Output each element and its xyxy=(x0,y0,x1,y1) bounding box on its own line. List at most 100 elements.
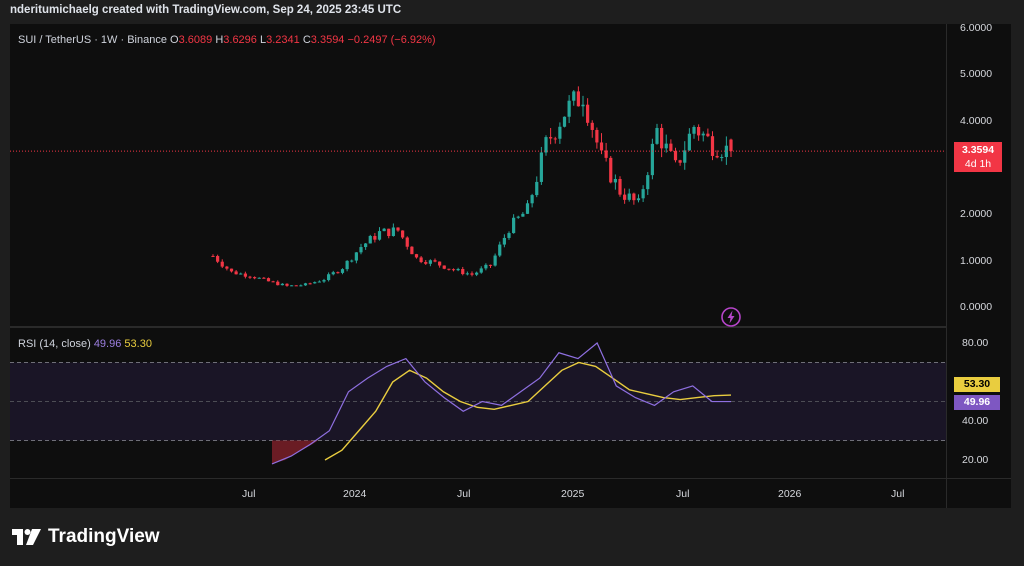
candle-body xyxy=(211,255,215,257)
candle-body xyxy=(604,150,608,158)
pane-separator[interactable] xyxy=(10,326,947,328)
candle-body xyxy=(581,104,585,107)
chart-caption: nderitumichaelg created with TradingView… xyxy=(10,4,402,16)
candle-body xyxy=(220,261,224,267)
candle-body xyxy=(331,272,335,275)
lightning-icon[interactable] xyxy=(720,306,742,328)
candle-body xyxy=(266,278,271,282)
candle-body xyxy=(354,252,358,261)
candle-body xyxy=(655,127,659,144)
last-price-tag[interactable]: 3.3594 4d 1h xyxy=(954,142,1002,172)
candle-body xyxy=(567,100,571,117)
candle-body xyxy=(692,126,696,134)
candle-body xyxy=(364,243,368,248)
candle-body xyxy=(562,116,567,127)
close-value: 3.3594 xyxy=(310,34,345,46)
low-label: L xyxy=(259,34,267,46)
rsi-tick: 40.00 xyxy=(962,415,989,427)
price-tick: 6.0000 xyxy=(960,22,993,34)
candle-body xyxy=(456,268,460,271)
candle-body xyxy=(340,269,345,273)
candle-body xyxy=(516,216,520,218)
candle-body xyxy=(216,256,220,262)
candle-body xyxy=(706,133,710,137)
time-tick: Jul xyxy=(242,488,256,500)
candle-body xyxy=(433,260,437,262)
price-axis-separator xyxy=(946,24,947,508)
candle-body xyxy=(650,143,654,176)
candle-body xyxy=(697,126,701,136)
candle-body xyxy=(641,189,645,199)
time-tick: 2024 xyxy=(343,488,367,500)
candle-body xyxy=(294,285,298,287)
candle-body xyxy=(632,193,636,201)
candle-body xyxy=(396,227,400,231)
candle-body xyxy=(461,268,465,275)
candle-body xyxy=(502,237,506,245)
candle-body xyxy=(276,281,280,286)
candle-body xyxy=(715,155,719,158)
candle-body xyxy=(377,231,382,240)
candle-body xyxy=(350,260,354,262)
candle-body xyxy=(539,152,543,182)
candle-body xyxy=(535,181,539,196)
candle-body xyxy=(558,126,562,139)
candle-body xyxy=(498,244,502,256)
candle-body xyxy=(599,142,604,151)
candle-body xyxy=(618,178,622,195)
candle-body xyxy=(525,203,530,214)
candle-body xyxy=(553,138,557,140)
candle-body xyxy=(576,91,580,107)
last-price-value: 3.3594 xyxy=(961,144,995,156)
candle-body xyxy=(507,233,511,238)
rsi-ma-tag: 53.30 xyxy=(954,377,1000,392)
rsi-ma-line xyxy=(324,361,732,461)
candle-body xyxy=(248,276,252,278)
candle-body xyxy=(382,228,386,232)
candle-body xyxy=(521,213,525,217)
price-tick: 5.0000 xyxy=(960,68,993,80)
candle-body xyxy=(664,143,668,149)
candle-body xyxy=(572,91,576,101)
candle-body xyxy=(544,137,548,153)
candle-body xyxy=(475,272,479,275)
candle-body xyxy=(299,285,303,287)
candle-body xyxy=(479,268,483,273)
candle-body xyxy=(724,145,728,158)
candle-body xyxy=(590,122,594,130)
rsi-label: RSI (14, close) xyxy=(18,338,91,350)
candle-body xyxy=(313,282,317,284)
candle-body xyxy=(280,283,284,286)
candle-body xyxy=(530,195,534,204)
change-value: −0.2497 (−6.92%) xyxy=(347,34,436,46)
candle-body xyxy=(678,160,682,163)
candle-body xyxy=(451,269,456,271)
symbol-label: SUI / TetherUS · 1W · Binance xyxy=(18,34,167,46)
candle-body xyxy=(290,285,294,287)
candle-body xyxy=(387,228,391,237)
candle-body xyxy=(257,277,261,279)
candle-body xyxy=(627,193,631,200)
candle-body xyxy=(710,136,715,156)
tradingview-logo-icon xyxy=(12,529,41,545)
candle-body xyxy=(271,281,275,283)
symbol-legend[interactable]: SUI / TetherUS · 1W · Binance O3.6089 H3… xyxy=(18,34,436,46)
rsi-legend[interactable]: RSI (14, close) 49.96 53.30 xyxy=(18,338,152,350)
candle-body xyxy=(646,175,650,190)
rsi-tag: 49.96 xyxy=(954,395,1000,410)
candle-body xyxy=(669,143,673,151)
candle-body xyxy=(447,268,451,270)
time-tick: 2026 xyxy=(778,488,802,500)
candle-body xyxy=(327,274,331,281)
rsi-tick: 20.00 xyxy=(962,454,989,466)
candle-body xyxy=(613,178,617,183)
candle-body xyxy=(465,273,469,275)
candle-body xyxy=(391,227,395,237)
candle-body xyxy=(359,247,363,253)
rsi-ma-value: 53.30 xyxy=(124,338,152,350)
candle-body xyxy=(438,261,442,266)
candle-body xyxy=(336,272,340,274)
tradingview-logo[interactable]: TradingView xyxy=(12,526,160,548)
candle-body xyxy=(253,277,257,279)
